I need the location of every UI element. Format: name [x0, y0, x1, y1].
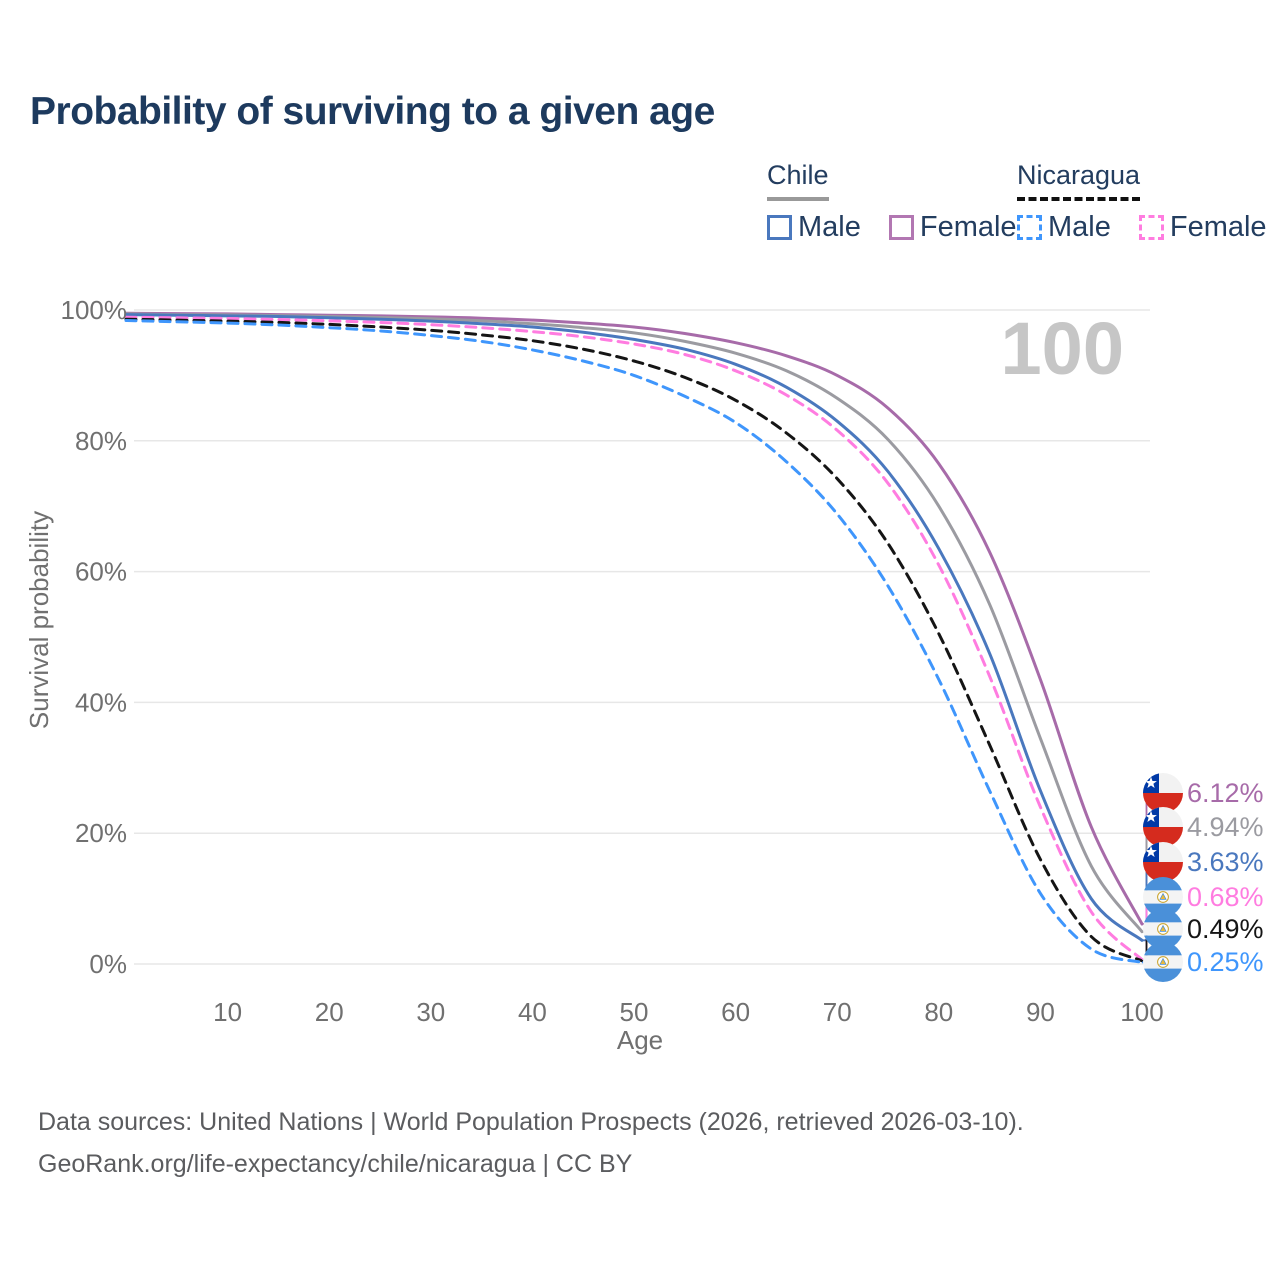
chile-flag-icon — [1143, 842, 1183, 882]
curve-chile-male[interactable] — [124, 313, 1144, 942]
end-value-chile-female: 6.12% — [1187, 778, 1264, 808]
y-tick-60%: 60% — [75, 557, 127, 587]
footer-data-sources: Data sources: United Nations | World Pop… — [38, 1108, 1024, 1136]
x-tick-20: 20 — [315, 997, 344, 1027]
x-tick-30: 30 — [416, 997, 445, 1027]
legend-label-nicaragua-male[interactable]: Male — [1048, 211, 1111, 243]
y-tick-80%: 80% — [75, 426, 127, 456]
x-tick-60: 60 — [721, 997, 750, 1027]
curve-chile-female[interactable] — [124, 311, 1144, 926]
legend-label-nicaragua-female[interactable]: Female — [1169, 211, 1267, 243]
end-value-nicaragua-female: 0.68% — [1187, 882, 1264, 912]
legend-label-chile-female[interactable]: Female — [919, 211, 1017, 243]
y-axis-title: Survival probability — [24, 511, 54, 729]
page-title: Probability of surviving to a given age — [30, 90, 715, 133]
y-tick-20%: 20% — [75, 818, 127, 848]
end-value-chile-both-sexes: 4.94% — [1187, 812, 1264, 842]
end-value-nicaragua-male: 0.25% — [1187, 947, 1264, 977]
legend-country-chile: Chile — [767, 160, 829, 201]
legend-checkbox-nicaragua-male[interactable] — [1017, 215, 1042, 240]
x-tick-70: 70 — [823, 997, 852, 1027]
chile-flag-icon — [1143, 773, 1183, 813]
x-axis-title: Age — [617, 1025, 663, 1055]
end-value-chile-male: 3.63% — [1187, 847, 1264, 877]
y-tick-100%: 100% — [61, 295, 128, 325]
legend-checkbox-chile-female[interactable] — [888, 215, 914, 240]
nicaragua-flag-icon — [1143, 942, 1183, 982]
x-tick-10: 10 — [213, 997, 242, 1027]
legend-checkbox-chile-male[interactable] — [767, 215, 792, 240]
curve-nicaragua-male[interactable] — [124, 319, 1144, 964]
y-tick-40%: 40% — [75, 687, 127, 717]
legend-label-chile-male[interactable]: Male — [798, 211, 861, 243]
y-tick-0%: 0% — [89, 949, 127, 979]
gridlines — [134, 309, 1150, 965]
hover-age-watermark: 100 — [1001, 307, 1124, 390]
chile-flag-icon — [1143, 807, 1183, 847]
x-tick-40: 40 — [518, 997, 547, 1027]
x-tick-80: 80 — [924, 997, 953, 1027]
footer-attribution[interactable]: GeoRank.org/life-expectancy/chile/nicara… — [38, 1150, 633, 1178]
curve-nicaragua-female[interactable] — [124, 315, 1144, 962]
curve-nicaragua-both-sexes[interactable] — [124, 317, 1144, 963]
x-tick-90: 90 — [1026, 997, 1055, 1027]
end-value-nicaragua-both-sexes: 0.49% — [1187, 914, 1264, 944]
legend-group-chile: Chile Male Female — [767, 160, 1039, 244]
legend-country-nicaragua: Nicaragua — [1017, 160, 1141, 201]
legend-checkbox-nicaragua-female[interactable] — [1138, 215, 1164, 240]
x-tick-50: 50 — [620, 997, 649, 1027]
legend-group-nicaragua: Nicaragua Male Female — [1017, 160, 1280, 244]
x-tick-100: 100 — [1120, 997, 1163, 1027]
curve-chile-both-sexes[interactable] — [124, 312, 1144, 934]
